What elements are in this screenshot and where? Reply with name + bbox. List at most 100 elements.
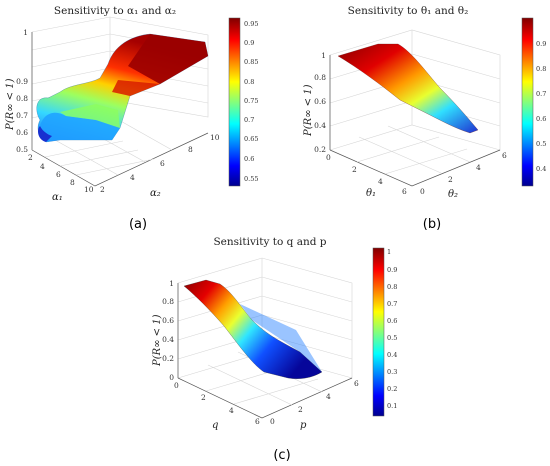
panel-c-y-tick: 0 <box>270 417 275 426</box>
panel-c-cb-tick: 0.7 <box>387 300 397 308</box>
panel-b-x-tick: 6 <box>402 187 407 196</box>
panel-a-x-tick: 8 <box>70 178 75 187</box>
panel-a-colorbar: 0.55 0.6 0.65 0.7 0.75 0.8 0.85 0.9 0.95 <box>228 17 258 187</box>
panel-c-z-tick: 0.4 <box>162 335 174 344</box>
panel-c-z-tick: 0.6 <box>162 316 174 325</box>
panel-b-surface <box>337 43 479 134</box>
panel-c-z-tick: 0 <box>169 373 174 382</box>
panel-b-z-tick: 0.4 <box>314 121 326 130</box>
panel-b-y-tick: 0 <box>420 187 425 196</box>
panel-a-x-label: α₁ <box>52 192 63 203</box>
panel-a-surface <box>36 33 209 143</box>
panel-c-z-tick: 0.2 <box>162 354 174 363</box>
panel-a-cb-tick: 0.6 <box>244 155 254 163</box>
panel-c-cb-tick: 1 <box>387 248 391 256</box>
panel-c-x-tick: 6 <box>255 417 260 426</box>
panel-b-cb-tick: 0.4 <box>536 165 546 173</box>
panel-b-x-ticks: 0 2 4 6 <box>326 153 407 196</box>
panel-a-cb-tick: 0.75 <box>244 97 258 105</box>
panel-c-title: Sensitivity to q and p <box>213 236 326 248</box>
panel-c-cb-tick: 0.8 <box>387 283 397 291</box>
panel-b-x-tick: 4 <box>378 177 383 186</box>
panel-c-surface <box>183 279 323 379</box>
panel-a-cb-tick: 0.9 <box>244 39 254 47</box>
panel-c-z-ticks: 0 0.2 0.4 0.6 0.8 1 <box>162 279 174 382</box>
panel-b-z-label: P(R∞ < 1) <box>303 84 314 137</box>
panel-b-cb-tick: 0.6 <box>536 115 546 123</box>
panel-a-y-tick: 2 <box>100 185 105 194</box>
panel-c-x-label: q <box>212 420 218 431</box>
panel-a-z-ticks: 0.5 0.6 0.7 0.8 0.9 1 <box>16 28 28 154</box>
panel-a-y-tick: 10 <box>210 133 220 142</box>
panel-c-x-tick: 2 <box>201 393 206 402</box>
panel-c-cb-tick: 0.1 <box>387 402 397 410</box>
panel-b-z-tick: 0.2 <box>314 145 326 154</box>
panel-b-x-tick: 2 <box>352 165 357 174</box>
panel-c-cb-tick: 0.5 <box>387 334 397 342</box>
panel-a-label: (a) <box>129 217 147 232</box>
panel-a-cb-tick: 0.8 <box>244 78 254 86</box>
panel-a-cb-tick: 0.7 <box>244 116 254 124</box>
panel-c-cb-tick: 0.3 <box>387 368 397 376</box>
panel-a-z-tick: 0.6 <box>16 128 28 137</box>
panel-c-x-ticks: 0 2 4 6 <box>174 381 260 426</box>
panel-c-y-ticks: 0 2 4 6 <box>270 379 359 426</box>
panel-c-cb-tick: 0.9 <box>387 266 397 274</box>
panel-b-x-tick: 0 <box>326 153 331 162</box>
panel-b-y-label: θ₂ <box>448 189 458 200</box>
panel-c-label: (c) <box>273 448 290 463</box>
panel-a-x-tick: 4 <box>40 162 45 171</box>
panel-a-z-tick: 0.9 <box>16 77 28 86</box>
panel-a-cb-tick: 0.85 <box>244 58 258 66</box>
panel-a-x-tick: 6 <box>56 170 61 179</box>
panel-c-x-tick: 4 <box>229 406 234 415</box>
panel-c: Sensitivity to q and p 0 0.2 0.4 0.6 0.8 <box>152 236 397 463</box>
panel-c-z-label: P(R∞ < 1) <box>152 314 163 367</box>
panel-c-x-tick: 0 <box>174 381 179 390</box>
panel-a-cb-tick: 0.95 <box>244 20 258 28</box>
panel-b-cb-tick: 0.8 <box>536 65 546 73</box>
panel-b: Sensitivity to θ₁ and θ₂ 0.2 0.4 0.6 0.8… <box>303 5 546 232</box>
panel-a-title: Sensitivity to α₁ and α₂ <box>54 5 176 17</box>
panel-a: Sensitivity to α₁ and α₂ <box>5 5 258 232</box>
panel-b-y-ticks: 0 2 4 6 <box>420 151 507 196</box>
panel-a-y-ticks: 2 4 6 8 10 <box>100 133 220 194</box>
panel-a-x-tick: 2 <box>28 153 33 162</box>
panel-a-z-tick: 0.7 <box>16 111 28 120</box>
panel-b-cb-tick: 0.7 <box>536 90 546 98</box>
panel-a-x-tick: 10 <box>84 185 94 194</box>
panel-a-y-tick: 8 <box>188 145 193 154</box>
panel-a-z-tick: 0.8 <box>16 94 28 103</box>
panel-b-y-tick: 6 <box>502 151 507 160</box>
panel-b-x-label: θ₁ <box>366 188 376 199</box>
panel-a-cb-tick: 0.55 <box>244 175 258 183</box>
panel-c-cb-tick: 0.4 <box>387 351 397 359</box>
panel-c-cb-tick: 0.2 <box>387 385 397 393</box>
panel-b-z-tick: 1 <box>321 51 326 60</box>
panel-b-colorbar: 0.4 0.5 0.6 0.7 0.8 0.9 <box>521 17 546 187</box>
panel-a-z-tick: 1 <box>23 28 28 37</box>
panel-b-z-tick: 0.6 <box>314 97 326 106</box>
panel-a-cb-tick: 0.65 <box>244 135 258 143</box>
panel-c-y-tick: 4 <box>326 392 331 401</box>
panel-c-y-label: p <box>300 420 307 431</box>
panel-a-y-tick: 4 <box>130 173 135 182</box>
panel-a-y-label: α₂ <box>150 188 161 199</box>
panel-c-z-tick: 1 <box>169 279 174 288</box>
panel-b-cb-tick: 0.9 <box>536 40 546 48</box>
panel-a-z-label: P(R∞ < 1) <box>5 78 16 131</box>
panel-b-label: (b) <box>423 217 441 232</box>
panel-a-z-tick: 0.5 <box>16 145 28 154</box>
panel-b-z-ticks: 0.2 0.4 0.6 0.8 1 <box>314 51 326 154</box>
panel-b-title: Sensitivity to θ₁ and θ₂ <box>348 5 469 17</box>
panel-c-y-tick: 2 <box>298 405 303 414</box>
panel-c-z-tick: 0.8 <box>162 297 174 306</box>
panel-b-y-tick: 2 <box>448 175 453 184</box>
panel-c-y-tick: 6 <box>354 379 359 388</box>
panel-a-y-tick: 6 <box>160 159 165 168</box>
panel-c-colorbar: 0.1 0.2 0.3 0.4 0.5 0.6 0.7 0.8 0.9 1 <box>372 247 397 417</box>
panel-c-cb-tick: 0.6 <box>387 317 397 325</box>
panel-a-x-ticks: 2 4 6 8 10 <box>28 153 94 194</box>
panel-b-z-tick: 0.8 <box>314 73 326 82</box>
